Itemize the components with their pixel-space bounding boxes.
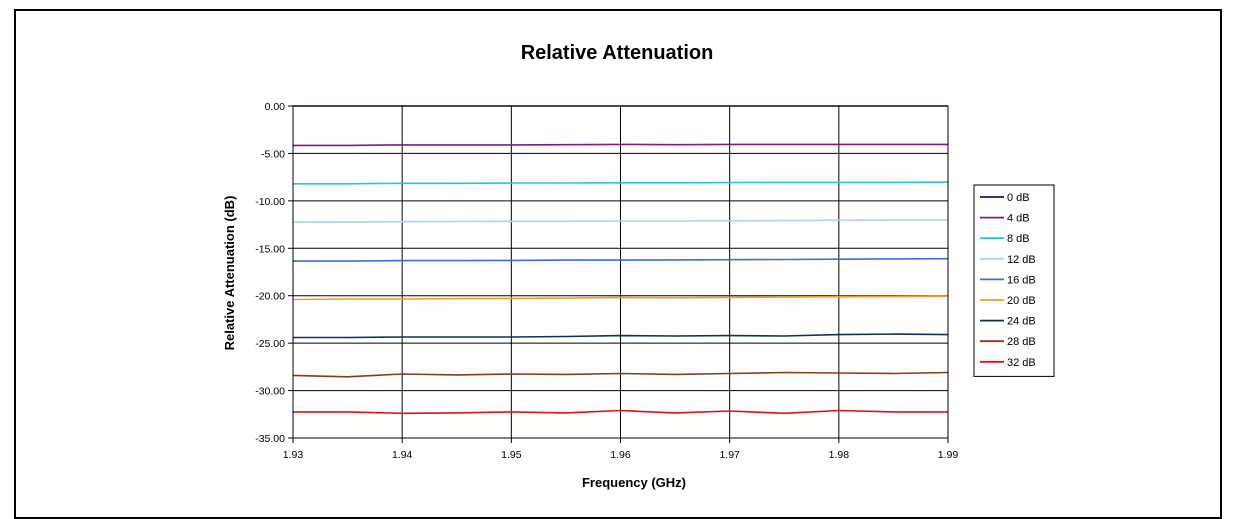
legend-label: 16 dB (1007, 274, 1036, 286)
x-tick-label: 1.96 (610, 449, 631, 461)
x-tick-label: 1.99 (938, 449, 959, 461)
legend-label: 24 dB (1007, 316, 1036, 328)
y-tick-label: -15.00 (255, 243, 285, 255)
series-lines (292, 105, 949, 415)
legend-label: 0 dB (1007, 192, 1030, 204)
chart-frame: Relative Attenuation 1.93 1.94 1.95 1.96 1.9… (14, 9, 1222, 519)
x-tick-label: 1.98 (829, 449, 850, 461)
legend-label: 32 dB (1007, 357, 1036, 369)
y-tick-label: -25.00 (255, 338, 285, 350)
gridlines (292, 105, 949, 439)
legend: 0 dB 4 dB 8 dB 12 dB 16 dB 20 dB 24 dB 28 dB 32 … (973, 184, 1055, 377)
series-line-8-db (293, 181, 949, 185)
y-axis-label: Relative Attenuation (dB) (222, 196, 237, 351)
legend-label: 4 dB (1007, 213, 1030, 225)
legend-label: 8 dB (1007, 233, 1030, 245)
y-tick-label: -30.00 (255, 386, 285, 398)
y-tick-label: -5.00 (261, 148, 285, 160)
series-line-24-db (293, 333, 949, 339)
series-line-4-db (293, 143, 948, 147)
legend-label: 28 dB (1007, 336, 1036, 348)
y-tick-label: 0.00 (265, 101, 286, 113)
legend-label: 12 dB (1007, 254, 1036, 266)
x-axis-label: Frequency (GHz) (582, 475, 686, 490)
series-line-32-db (293, 409, 948, 415)
series-line-28-db (292, 371, 949, 378)
x-tick-label: 1.97 (719, 449, 740, 461)
chart-title: Relative Attenuation (521, 42, 714, 64)
axis-ticks: 1.93 1.94 1.95 1.96 1.97 1.98 1.99 0.00 -5.00 -10… (255, 101, 958, 461)
series-line-20-db (292, 295, 949, 301)
series-line-16-db (293, 257, 949, 262)
y-tick-label: -35.00 (255, 433, 285, 445)
y-tick-label: -10.00 (255, 196, 285, 208)
x-tick-label: 1.93 (283, 449, 304, 461)
x-tick-label: 1.94 (392, 449, 413, 461)
x-tick-label: 1.95 (501, 449, 522, 461)
legend-label: 20 dB (1007, 295, 1036, 307)
series-line-12-db (292, 219, 948, 223)
chart-canvas: Relative Attenuation 1.93 1.94 1.95 1.96 1.9… (222, 42, 1055, 490)
y-tick-label: -20.00 (255, 291, 285, 303)
